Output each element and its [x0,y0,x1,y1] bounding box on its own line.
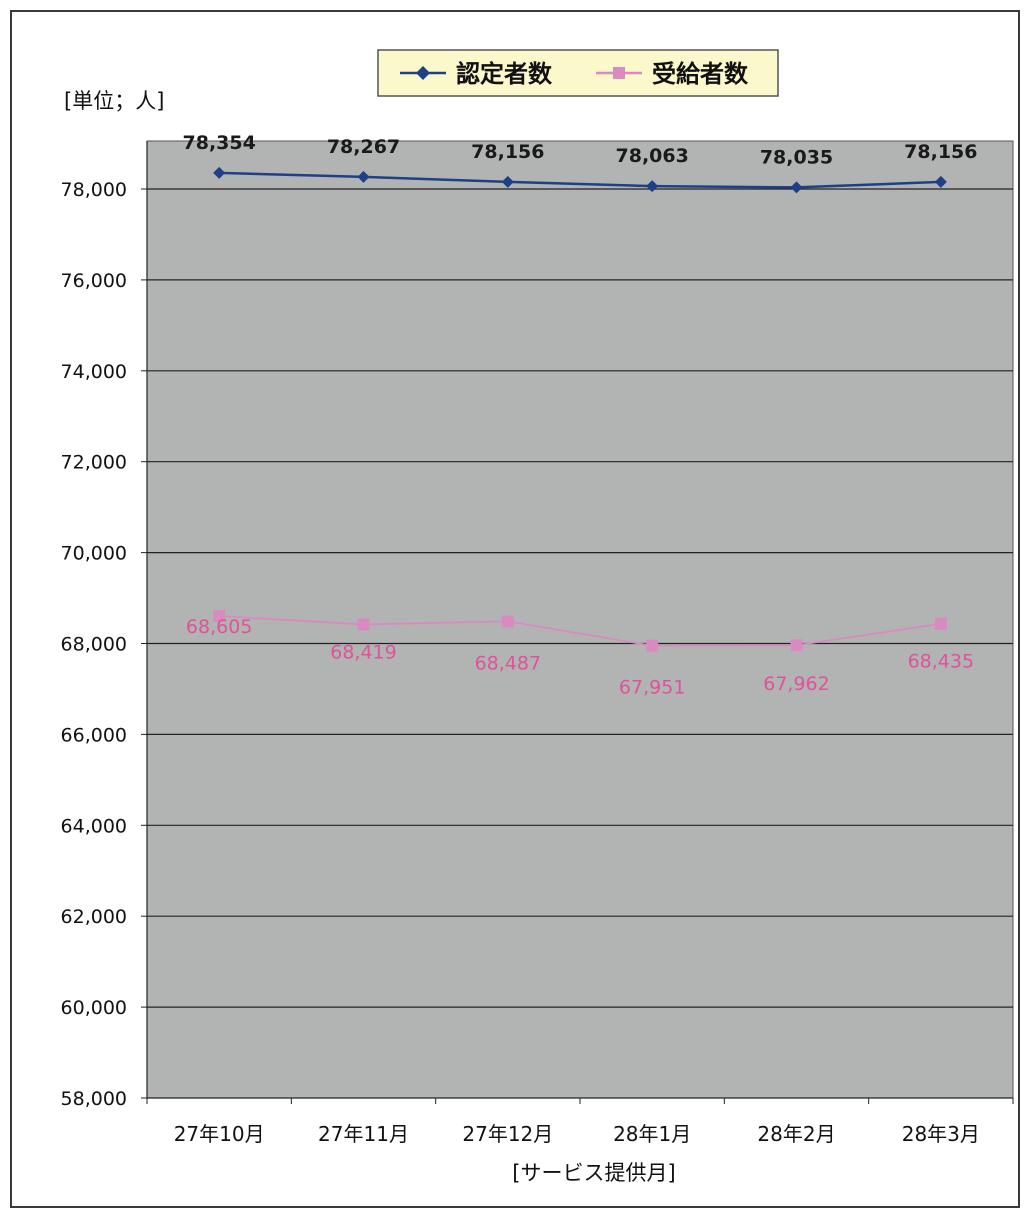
data-label: 68,435 [908,651,974,673]
data-point [934,617,947,630]
y-tick-label: 62,000 [61,906,127,928]
data-label: 78,354 [183,132,256,154]
y-tick-label: 68,000 [61,634,127,656]
data-label: 78,156 [904,141,977,163]
data-point [501,175,514,188]
y-tick-label: 76,000 [61,270,127,292]
series-line [219,615,941,647]
data-label: 68,419 [330,641,396,663]
y-tick-label: 60,000 [61,997,127,1019]
y-tick-label: 74,000 [61,361,127,383]
series-jukyu: 68,605 68,419 68,487 67,951 67,962 68,435 [186,610,974,699]
data-label: 78,156 [471,141,544,163]
legend: 認定者数 受給者数 [377,49,779,97]
y-tick-label: 70,000 [61,543,127,565]
y-tick-label: 64,000 [61,815,127,837]
data-point [501,615,514,628]
gridlines [147,188,1013,1008]
data-point [934,175,947,188]
y-unit-label: [単位；人] [64,89,164,113]
x-tick-label: 27年10月 [174,1122,265,1146]
x-tick-label: 27年11月 [318,1122,409,1146]
data-label: 67,951 [619,677,685,699]
data-point [790,181,803,194]
data-label: 78,267 [327,136,400,158]
legend-label-b: 受給者数 [652,60,749,88]
x-tick-label: 28年1月 [613,1122,691,1146]
x-axis: 27年10月 27年11月 27年12月 28年1月 28年2月 28年3月 [146,1097,1014,1146]
data-point [357,170,370,183]
x-tick-label: 28年3月 [902,1122,980,1146]
x-tick-label: 28年2月 [757,1122,835,1146]
data-label: 78,063 [616,145,689,167]
y-tick-label: 58,000 [61,1088,127,1110]
data-point [646,639,659,652]
y-tick-label: 72,000 [61,452,127,474]
data-label: 78,035 [760,146,833,168]
data-label: 67,962 [763,673,829,695]
y-tick-label: 78,000 [61,179,127,201]
data-point [213,166,226,179]
y-axis: 58,000 60,000 62,000 64,000 66,000 68,000 70,0… [61,141,148,1110]
legend-marker-diamond-icon [416,66,430,80]
data-point [357,618,370,631]
series-nintei: 78,354 78,267 78,156 78,063 78,035 78,156 [183,132,977,194]
series-layer: 78,354 78,267 78,156 78,063 78,035 78,156 68,6… [183,132,978,699]
data-point [213,610,226,623]
legend-marker-square-icon [613,67,625,79]
series-line [219,171,941,189]
data-label: 68,605 [186,616,252,638]
y-tick-label: 66,000 [61,724,127,746]
x-axis-title: [サービス提供月] [512,1161,675,1185]
data-point [790,639,803,652]
data-point [646,180,659,193]
legend-label-a: 認定者数 [456,60,553,88]
data-label: 68,487 [475,652,541,674]
x-tick-label: 27年12月 [462,1122,553,1146]
